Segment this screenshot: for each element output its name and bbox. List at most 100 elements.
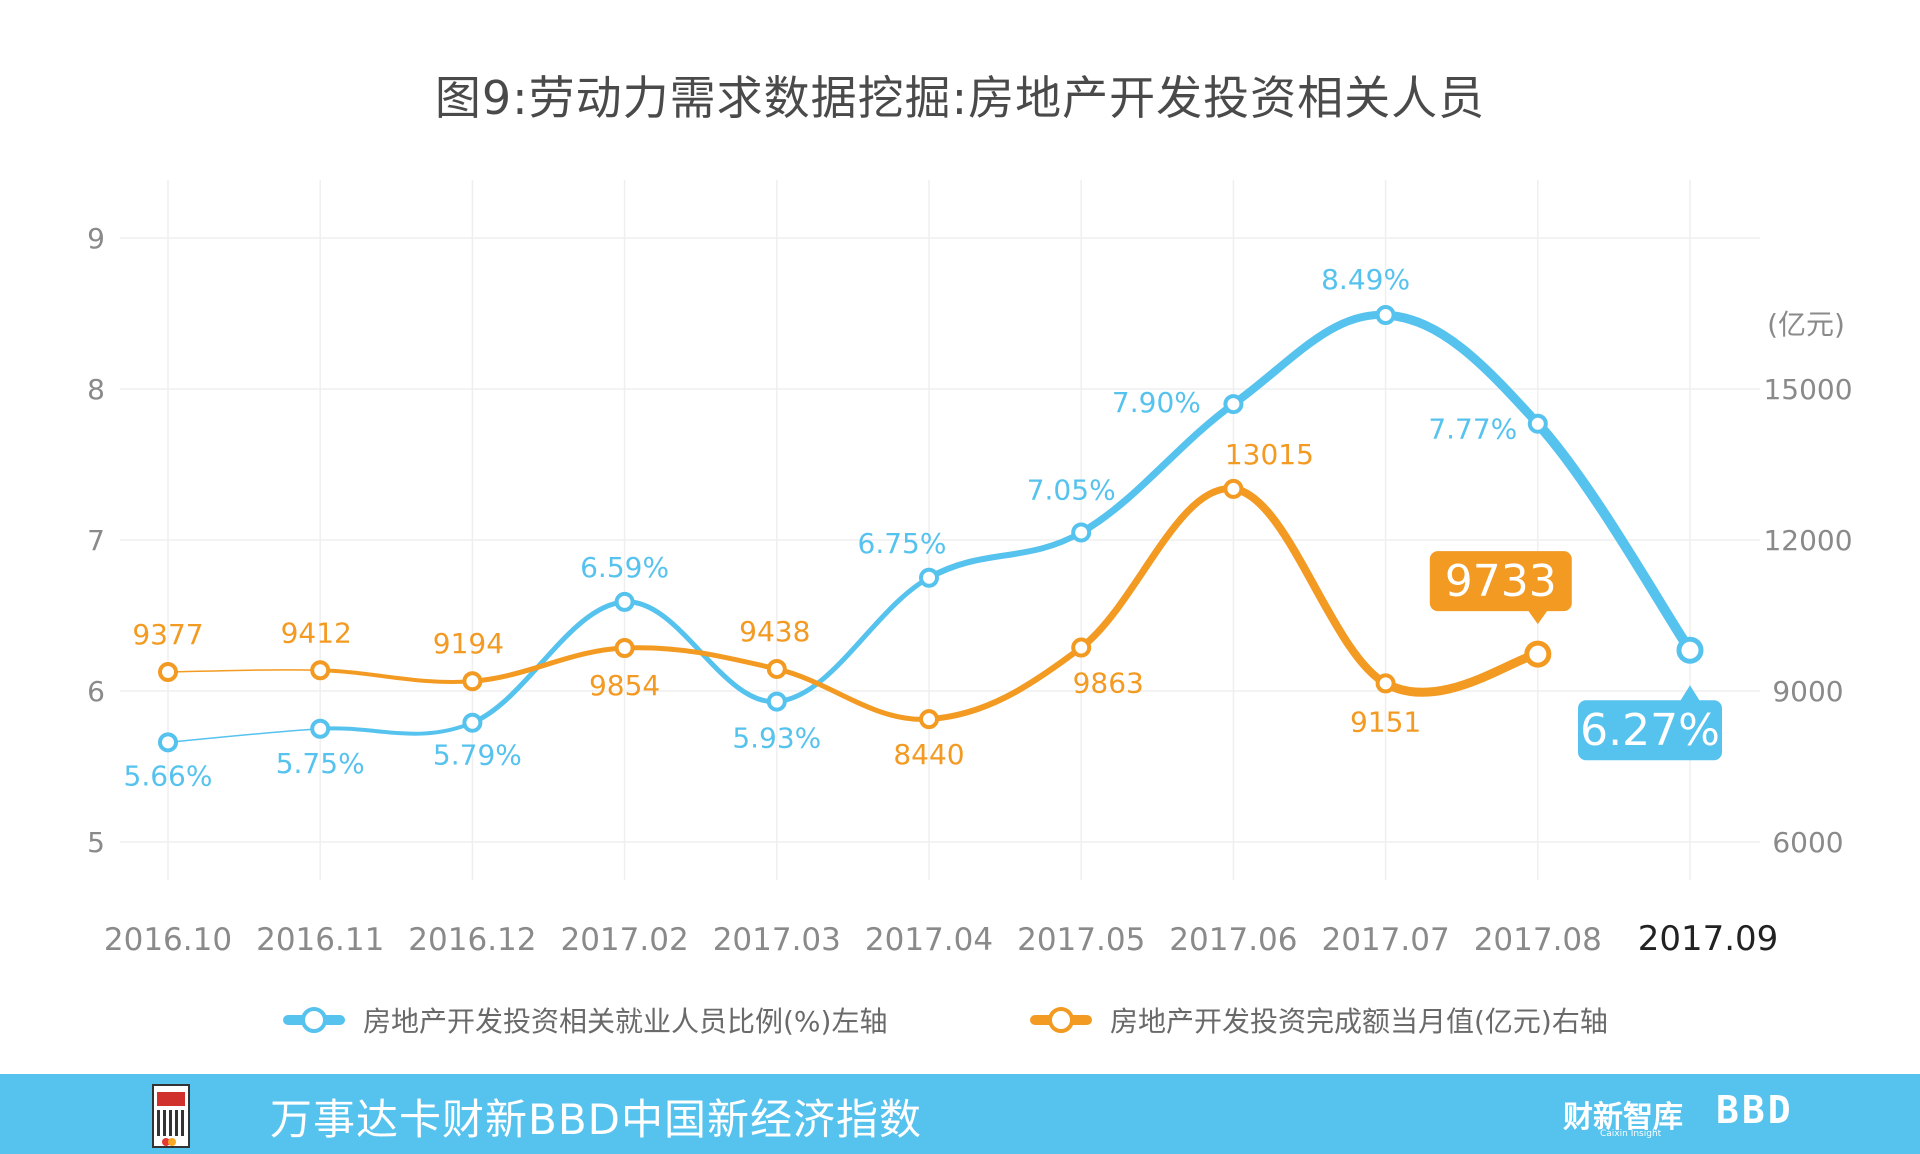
legend-swatch-orange: [1030, 995, 1092, 1045]
right-tick-label: 9000: [1772, 675, 1843, 708]
data-label-orange: 9863: [1073, 667, 1144, 700]
data-label-orange: 9412: [281, 616, 352, 649]
data-label-blue: 6.75%: [858, 527, 947, 560]
series-blue-segment: [1229, 310, 1390, 409]
series-blue-segment: [774, 575, 932, 705]
data-point-blue: [1223, 394, 1244, 415]
data-point-orange: [310, 660, 331, 681]
data-label-blue: 8.49%: [1321, 263, 1410, 296]
series-blue-segment: [926, 529, 1085, 581]
legend-label-orange: 房地产开发投资完成额当月值(亿元)右轴: [1110, 1005, 1608, 1038]
series-blue-segment: [469, 599, 628, 726]
series-blue-segment: [318, 720, 475, 736]
data-point-blue: [1071, 522, 1092, 543]
series-orange-segment: [774, 666, 932, 722]
right-tick-label: 15000: [1763, 373, 1852, 406]
data-label-blue: 5.75%: [276, 747, 365, 780]
line-chart: 5 6 7 8 9 6000 9000 12000 15000 (亿元) 2016.10 2016.1…: [87, 180, 1853, 959]
data-point-orange: [158, 662, 178, 683]
callout-orange-pointer: [1527, 610, 1548, 625]
legend-item-blue[interactable]: 房地产开发投资相关就业人员比例(%)左轴: [283, 995, 887, 1045]
series-blue-segment: [167, 728, 321, 744]
callout-blue-pointer: [1680, 685, 1700, 702]
x-tick-label: 2016.12: [408, 922, 536, 958]
callout-orange-box: [1429, 551, 1572, 612]
data-label-orange: 9854: [589, 669, 660, 702]
data-label-orange: 8440: [893, 738, 964, 771]
data-point-orange: [766, 658, 787, 679]
data-label-blue: 7.90%: [1112, 386, 1201, 419]
x-tick-label: 2017.02: [560, 922, 688, 958]
data-point-blue: [158, 732, 178, 753]
x-tick-label: 2017.04: [865, 922, 993, 958]
x-tick-label: 2017.03: [713, 922, 841, 958]
data-point-blue: [614, 591, 635, 612]
data-label-blue: 7.05%: [1027, 473, 1116, 506]
data-label-blue: 6.59%: [580, 551, 669, 584]
data-label-blue: 5.66%: [124, 759, 213, 792]
data-label-orange: 9438: [739, 615, 810, 648]
legend-swatch-blue: [283, 995, 345, 1045]
data-point-orange: [614, 638, 635, 659]
data-label-orange: 9194: [433, 627, 504, 660]
right-tick-label: 12000: [1763, 524, 1852, 557]
x-tick-label: 2016.10: [104, 922, 232, 958]
series-blue-segment: [1381, 310, 1543, 429]
data-point-orange: [462, 671, 483, 692]
data-point-orange: [1375, 673, 1396, 694]
footer-title: 万事达卡财新BBD中国新经济指数: [270, 1095, 922, 1144]
series-orange-segment: [318, 668, 475, 684]
legend-item-orange[interactable]: 房地产开发投资完成额当月值(亿元)右轴: [1030, 995, 1608, 1045]
series-orange-segment: [1077, 485, 1237, 652]
data-point-blue: [462, 712, 483, 733]
data-point-orange: [919, 709, 939, 730]
data-point-orange: [1071, 637, 1092, 658]
left-tick-label: 8: [87, 373, 105, 406]
left-tick-label: 9: [87, 222, 105, 255]
chart-title: 图9:劳动力需求数据挖掘:房地产开发投资相关人员: [434, 71, 1486, 125]
data-label-blue: 7.77%: [1428, 413, 1517, 446]
left-tick-label: 5: [87, 826, 105, 859]
series-orange-segment: [622, 645, 780, 672]
series-orange-segment: [926, 644, 1085, 723]
right-axis-unit: (亿元): [1767, 308, 1845, 341]
data-label-orange: 9377: [132, 618, 203, 651]
left-tick-label: 6: [87, 675, 105, 708]
caixin-insight-subtitle: Caixin Insight: [1600, 1129, 1662, 1139]
series-orange-segment: [167, 669, 321, 673]
data-label-orange: 13015: [1225, 438, 1314, 471]
bbd-logo: BBD: [1716, 1088, 1794, 1132]
x-tick-label: 2017.05: [1017, 922, 1145, 958]
callout-orange-label: 9733: [1445, 556, 1557, 607]
data-point-blue: [1527, 413, 1548, 434]
series-orange-segment: [469, 645, 628, 684]
chart-legend: 房地产开发投资相关就业人员比例(%)左轴 房地产开发投资完成额当月值(亿元)右轴: [0, 995, 1920, 1045]
data-point-orange: [1524, 640, 1552, 668]
series-blue-segment: [1077, 400, 1237, 536]
data-point-blue: [1375, 305, 1396, 326]
legend-label-blue: 房地产开发投资相关就业人员比例(%)左轴: [363, 1005, 888, 1038]
footer-banner: 万事达卡财新BBD中国新经济指数 财新智库 Caixin Insight BBD: [0, 1074, 1920, 1154]
data-point-blue: [766, 691, 787, 712]
series-orange-segment: [1381, 649, 1543, 697]
x-tick-label: 2017.07: [1321, 922, 1449, 958]
x-tick-label: 2017.08: [1474, 922, 1602, 958]
data-label-orange: 9151: [1350, 705, 1421, 738]
right-tick-label: 6000: [1772, 826, 1843, 859]
x-tick-label: 2017.09: [1638, 919, 1779, 959]
series-blue-segment: [1532, 418, 1695, 656]
callout-blue-box: [1578, 700, 1722, 761]
x-tick-label: 2017.06: [1169, 922, 1297, 958]
data-point-blue: [310, 718, 331, 739]
data-point-blue: [919, 567, 939, 588]
x-tick-label: 2016.11: [256, 922, 384, 958]
caixin-insight-logo: 财新智库: [1563, 1100, 1683, 1135]
callout-blue-label: 6.27%: [1580, 705, 1720, 756]
nei-logo: [152, 1084, 190, 1148]
data-label-blue: 5.79%: [433, 739, 522, 772]
left-tick-label: 7: [87, 524, 105, 557]
data-point-blue: [1676, 636, 1704, 664]
data-label-blue: 5.93%: [732, 722, 821, 755]
data-point-orange: [1223, 478, 1244, 499]
series-orange-segment: [1229, 484, 1390, 688]
